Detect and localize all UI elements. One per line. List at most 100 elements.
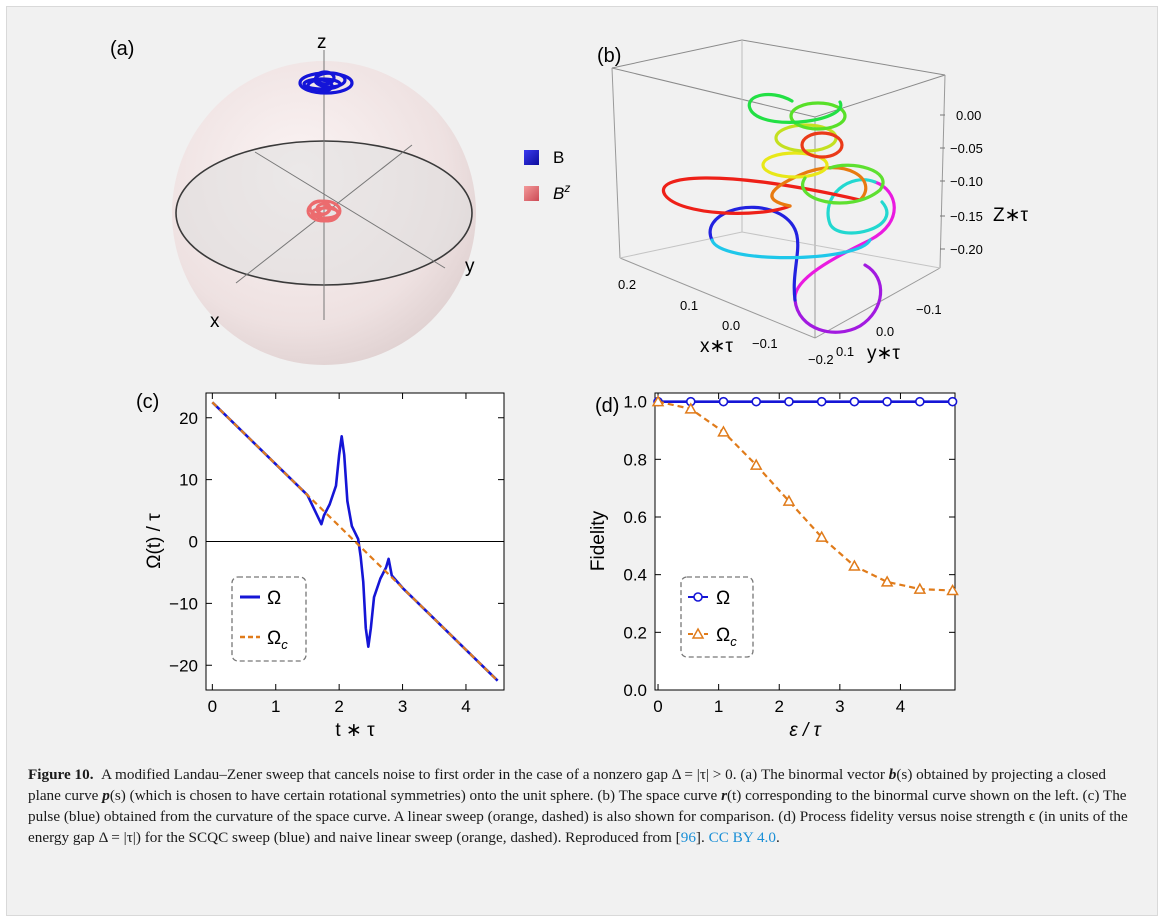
- y-axis-ticks-3d: −0.2 0.1 0.0 −0.1 y∗τ: [808, 302, 942, 367]
- legend-label-omega: Ω: [267, 588, 281, 609]
- svg-text:−0.1: −0.1: [752, 336, 778, 351]
- legend-c: Ω Ωc: [231, 576, 307, 662]
- d-point-omega-c: [880, 575, 894, 587]
- d-ytick-label: 1.0: [623, 393, 647, 412]
- c-ytick-label: 0: [189, 533, 198, 552]
- d-point-omega-c: [782, 494, 796, 506]
- svg-text:−0.20: −0.20: [950, 242, 983, 257]
- d-ytick-label: 0.0: [623, 681, 647, 700]
- series-c: [211, 401, 499, 682]
- y-axis-title-c: Ω(t) / τ: [144, 513, 165, 569]
- panel-a: (a) z y x B Bz: [110, 32, 570, 365]
- z-axis-title: Z∗τ: [993, 205, 1029, 226]
- legend-label-omega-d: Ω: [716, 588, 730, 609]
- y-axis-label: y: [465, 256, 475, 277]
- license-link[interactable]: CC BY 4.0: [708, 829, 776, 846]
- svg-text:−0.2: −0.2: [808, 352, 834, 367]
- d-point-omega-c: [946, 583, 959, 596]
- d-xtick-label: 4: [896, 697, 905, 716]
- d-xtick-label: 2: [775, 697, 784, 716]
- d-point-omega-c: [717, 425, 730, 437]
- legend-label-B: B: [553, 148, 564, 167]
- svg-text:−0.10: −0.10: [950, 174, 983, 189]
- y-axis-line: [254, 151, 446, 269]
- d-xtick-label: 3: [835, 697, 844, 716]
- d-xtick-label: 1: [714, 697, 723, 716]
- c-series-omega-c: [211, 401, 499, 682]
- d-point-omega: [784, 396, 794, 407]
- panel-c: (c) 0 1 2 3 4 20 10 0 −10 −20 t ∗ τ Ω(t) / τ Ω Ωc: [136, 391, 505, 741]
- y-axis-title-d: Fidelity: [588, 510, 609, 571]
- binormal-curve-B: [298, 70, 354, 95]
- d-point-omega: [882, 396, 892, 407]
- d-point-omega-c: [848, 559, 861, 571]
- figure-graphics: (a) z y x B Bz (b): [110, 32, 1029, 741]
- d-point-omega: [751, 396, 762, 407]
- d-series-omega-c: [657, 400, 953, 592]
- d-point-omega-c: [684, 402, 698, 414]
- y-axis-title-3d: y∗τ: [867, 343, 900, 364]
- legend-label-Bz: Bz: [553, 181, 570, 203]
- panel-b: (b) 0.00 −0.05 −0: [597, 39, 1029, 367]
- svg-text:0.0: 0.0: [876, 324, 894, 339]
- bounding-box: [611, 39, 946, 339]
- c-xtick-label: 0: [208, 697, 217, 716]
- z-axis-label: z: [317, 32, 327, 53]
- z-axis-ticks: 0.00 −0.05 −0.10 −0.15 −0.20 Z∗τ: [940, 108, 1029, 257]
- legend-a: B Bz: [524, 148, 570, 203]
- c-ytick-label: −20: [169, 656, 198, 675]
- svg-text:−0.15: −0.15: [950, 209, 983, 224]
- d-point-omega-c: [749, 458, 763, 470]
- panel-a-label: (a): [110, 38, 134, 60]
- d-xtick-label: 0: [653, 697, 662, 716]
- legend-marker-triangle: [691, 627, 705, 639]
- c-xtick-label: 3: [398, 697, 407, 716]
- d-point-omega: [915, 396, 925, 407]
- legend-swatch-B: [524, 150, 539, 165]
- d-point-omega: [718, 396, 729, 407]
- panel-b-label: (b): [597, 45, 621, 67]
- d-point-omega-c: [913, 582, 927, 594]
- x-axis-title-c: t ∗ τ: [335, 720, 375, 741]
- reference-link[interactable]: 96: [680, 829, 696, 846]
- c-xtick-label: 1: [271, 697, 280, 716]
- svg-text:−0.05: −0.05: [950, 141, 983, 156]
- d-point-omega: [816, 396, 827, 407]
- c-ytick-label: 10: [179, 471, 198, 490]
- x-axis-title-d: ε / τ: [789, 720, 822, 741]
- d-point-omega-c: [651, 395, 665, 407]
- d-ytick-label: 0.2: [623, 623, 647, 642]
- caption-figure-number: Figure 10.: [28, 766, 94, 783]
- panel-d-label: (d): [595, 395, 619, 417]
- space-curve: [661, 92, 896, 334]
- ticks-d: 0 1 2 3 4 0.0 0.2 0.4 0.6 0.8 1.0: [623, 393, 955, 716]
- binormal-curve-Bz: [306, 199, 342, 223]
- svg-text:0.00: 0.00: [956, 108, 981, 123]
- series-d: [651, 395, 959, 596]
- svg-text:0.0: 0.0: [722, 318, 740, 333]
- d-ytick-label: 0.4: [623, 566, 647, 585]
- c-series-omega: [211, 401, 499, 682]
- legend-d: Ω Ωc: [680, 576, 754, 658]
- x-axis-title-3d: x∗τ: [700, 336, 733, 357]
- d-point-omega: [947, 396, 958, 407]
- legend-marker-circle: [693, 592, 703, 602]
- figure-caption: Figure 10. A modified Landau–Zener sweep…: [28, 766, 1128, 846]
- panel-d: (d) 0 1 2 3 4 0.0 0.2 0.4 0.6 0.8 1.0 ε / τ Fideli…: [588, 392, 959, 741]
- panel-c-label: (c): [136, 391, 159, 413]
- c-xtick-label: 2: [334, 697, 343, 716]
- d-point-omega: [849, 396, 860, 407]
- c-ytick-label: 20: [179, 409, 198, 428]
- d-ytick-label: 0.6: [623, 508, 647, 527]
- legend-swatch-Bz: [524, 186, 539, 201]
- ticks-c: 0 1 2 3 4 20 10 0 −10 −20: [169, 393, 504, 716]
- d-ytick-label: 0.8: [623, 450, 647, 469]
- svg-text:0.1: 0.1: [680, 298, 698, 313]
- c-xtick-label: 4: [461, 697, 470, 716]
- svg-text:0.2: 0.2: [618, 277, 636, 292]
- svg-text:0.1: 0.1: [836, 344, 854, 359]
- svg-text:−0.1: −0.1: [916, 302, 942, 317]
- d-point-omega-c: [815, 530, 828, 542]
- x-axis-label: x: [210, 311, 220, 332]
- c-ytick-label: −10: [169, 594, 198, 613]
